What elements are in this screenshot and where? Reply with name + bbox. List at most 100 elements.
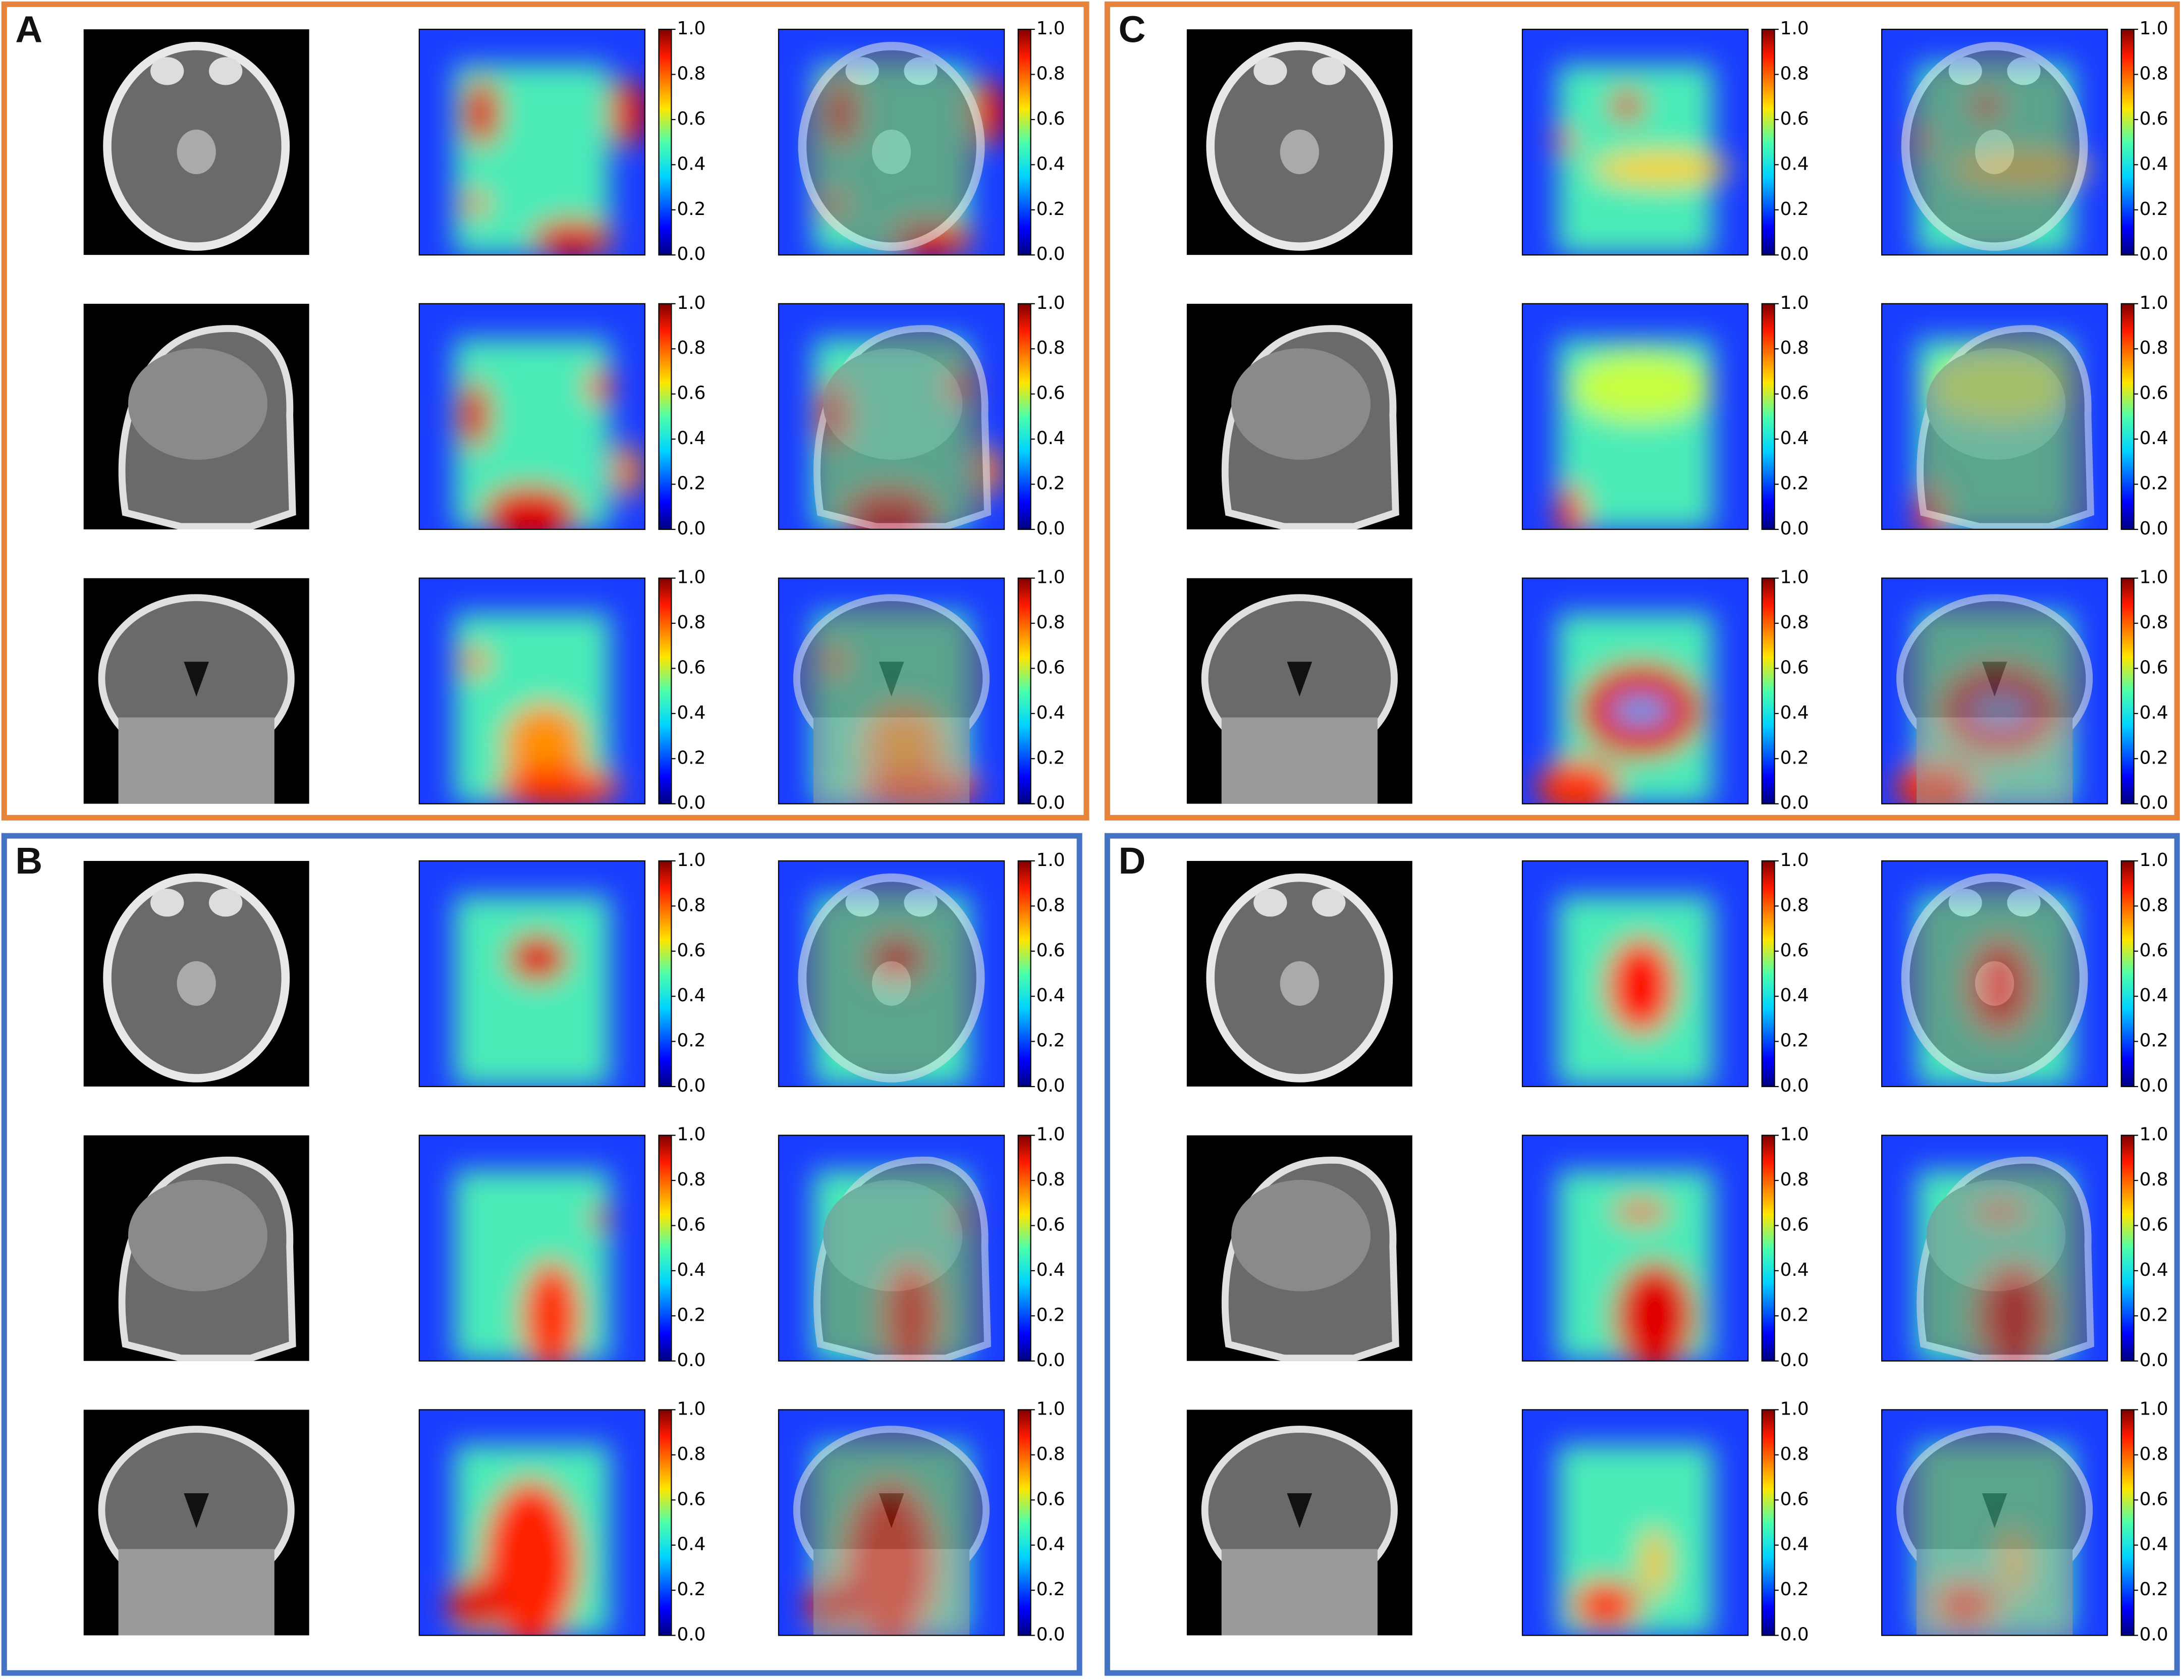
colorbar bbox=[658, 28, 672, 256]
mri-eye bbox=[209, 889, 243, 917]
mri-slice bbox=[83, 860, 309, 1087]
heatmap-layer bbox=[454, 338, 642, 529]
overlay-image bbox=[1882, 578, 2108, 804]
mri-slice bbox=[1186, 860, 1412, 1087]
heatmap-hotspot bbox=[462, 78, 502, 148]
heatmap-layer bbox=[1553, 64, 1731, 255]
mri-neck bbox=[813, 717, 970, 804]
colorbar-tick-label: 1.0 bbox=[2140, 567, 2168, 588]
heatmap-hotspot bbox=[614, 443, 642, 499]
colorbar-tick-label: 1.0 bbox=[1036, 1124, 1065, 1145]
mri-slice bbox=[1186, 303, 1412, 529]
colorbar-tick-label: 0.8 bbox=[2140, 895, 2168, 915]
colorbar-tick-label: 0.6 bbox=[677, 657, 705, 678]
colorbar-tick-label: 0.6 bbox=[1780, 1489, 1809, 1509]
mri-brain bbox=[823, 1179, 963, 1291]
mri-neck bbox=[118, 717, 275, 804]
colorbar-tick-label: 0.2 bbox=[1780, 1031, 1809, 1051]
colorbar bbox=[1761, 1409, 1775, 1636]
mri-image bbox=[83, 303, 309, 529]
mri-image bbox=[83, 29, 309, 255]
colorbar-tick-label: 0.6 bbox=[1036, 1215, 1065, 1235]
colorbar-tick-label: 0.8 bbox=[1036, 1444, 1065, 1465]
colorbar-tick-label: 0.8 bbox=[677, 895, 705, 915]
colorbar-tick-label: 1.0 bbox=[1780, 1124, 1809, 1145]
mri-neck bbox=[813, 1549, 970, 1636]
overlay-image bbox=[778, 29, 1005, 255]
colorbar-tick-label: 0.2 bbox=[2140, 1305, 2168, 1325]
mri-brain bbox=[1926, 1179, 2066, 1291]
heatmap-hotspot bbox=[447, 1577, 503, 1633]
mri-slice bbox=[1186, 578, 1412, 804]
colorbar-tick-label: 0.2 bbox=[677, 747, 705, 768]
image-frame bbox=[1881, 860, 2108, 1088]
mri-brain bbox=[1231, 348, 1371, 460]
colorbar-tick-label: 0.6 bbox=[1780, 109, 1809, 129]
colorbar-tick-label: 0.2 bbox=[1036, 1305, 1065, 1325]
colorbar-tick-label: 0.2 bbox=[1780, 1579, 1809, 1600]
colorbar-tick-label: 0.4 bbox=[1780, 985, 1809, 1006]
colorbar-tick-label: 1.0 bbox=[1780, 18, 1809, 39]
mri-image bbox=[1186, 578, 1412, 804]
mri-ventricle bbox=[879, 1493, 904, 1529]
mri-brain bbox=[128, 348, 267, 460]
colorbar-tick-label: 0.2 bbox=[1036, 199, 1065, 220]
image-frame bbox=[1521, 303, 1749, 530]
mri-brainstem bbox=[1975, 961, 2014, 1006]
mri-slice bbox=[83, 1410, 309, 1636]
colorbar-tick-label: 0.8 bbox=[1036, 895, 1065, 915]
mri-image bbox=[1186, 303, 1412, 529]
colorbar-tick-label: 1.0 bbox=[677, 850, 705, 871]
heatmap-layer bbox=[1557, 1170, 1714, 1361]
colorbar-tick-label: 0.8 bbox=[2140, 338, 2168, 358]
colorbar-tick-label: 0.4 bbox=[1780, 1260, 1809, 1280]
mri-brain bbox=[128, 1179, 267, 1291]
colorbar-tick-label: 0.4 bbox=[2140, 985, 2168, 1006]
colorbar-tick-label: 0.0 bbox=[2140, 1624, 2168, 1645]
panel-border bbox=[1104, 833, 2180, 1676]
mri-ventricle bbox=[1287, 662, 1313, 697]
mri-slice bbox=[1186, 29, 1412, 255]
colorbar-tick-label: 0.8 bbox=[2140, 1444, 2168, 1465]
colorbar-tick-label: 0.4 bbox=[677, 428, 705, 449]
colorbar-tick-label: 1.0 bbox=[677, 567, 705, 588]
colorbar-tick-label: 0.8 bbox=[2140, 1169, 2168, 1190]
colorbar-tick-label: 0.6 bbox=[2140, 1489, 2168, 1509]
mri-ventricle bbox=[184, 1493, 209, 1529]
mri-eye bbox=[2007, 889, 2041, 917]
heatmap-hotspot bbox=[1553, 129, 1575, 152]
mri-eye bbox=[150, 57, 184, 85]
colorbar-tick-label: 0.0 bbox=[2140, 1075, 2168, 1096]
heatmap-hotspot bbox=[507, 933, 569, 984]
mri-image bbox=[1186, 29, 1412, 255]
colorbar-tick-label: 0.4 bbox=[1036, 428, 1065, 449]
colorbar-tick-label: 1.0 bbox=[1780, 567, 1809, 588]
colorbar-tick-label: 1.0 bbox=[1780, 1398, 1809, 1419]
colorbar-tick-label: 0.0 bbox=[1036, 793, 1065, 814]
colorbar-tick-label: 0.6 bbox=[1780, 383, 1809, 404]
colorbar-tick-label: 0.6 bbox=[677, 109, 705, 129]
colorbar-tick-label: 0.2 bbox=[677, 473, 705, 494]
colorbar bbox=[1761, 860, 1775, 1088]
image-frame bbox=[1521, 28, 1749, 256]
mri-slice bbox=[798, 41, 985, 251]
heatmap-hotspot bbox=[586, 370, 615, 404]
colorbar-tick-label: 0.6 bbox=[1036, 109, 1065, 129]
mri-brain bbox=[823, 348, 963, 460]
colorbar-tick-label: 0.8 bbox=[1036, 63, 1065, 84]
mri-ventricle bbox=[184, 662, 209, 697]
mri-slice bbox=[1901, 873, 2088, 1082]
mri-brainstem bbox=[1975, 129, 2014, 175]
colorbar-tick-label: 0.4 bbox=[1780, 1534, 1809, 1555]
image-frame bbox=[1881, 1409, 2108, 1636]
colorbar-tick-label: 0.8 bbox=[1036, 338, 1065, 358]
colorbar-tick-label: 0.2 bbox=[1780, 1305, 1809, 1325]
image-frame bbox=[1521, 1409, 1749, 1636]
heatmap-hotspot bbox=[1610, 89, 1644, 123]
heatmap-image bbox=[1522, 578, 1749, 804]
colorbar-tick-label: 0.6 bbox=[1780, 940, 1809, 961]
colorbar-tick-label: 0.4 bbox=[677, 985, 705, 1006]
colorbar-tick-label: 0.8 bbox=[1780, 1444, 1809, 1465]
image-frame bbox=[418, 303, 646, 530]
